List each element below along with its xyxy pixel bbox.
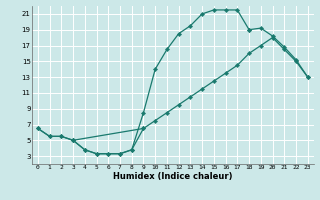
X-axis label: Humidex (Indice chaleur): Humidex (Indice chaleur) <box>113 172 233 181</box>
